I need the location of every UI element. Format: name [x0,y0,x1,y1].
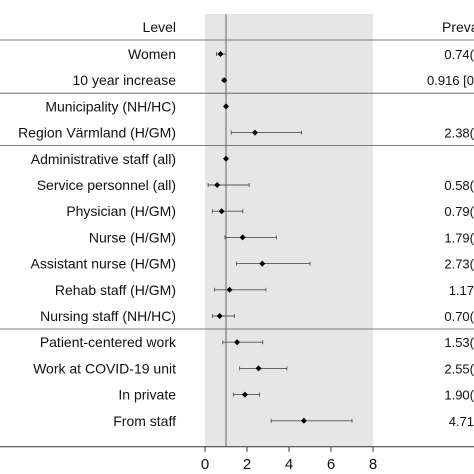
row-value: 1.53( [444,335,474,350]
row-label: Women [128,46,176,62]
forest-row: Service personnel (all) 0.58( [37,177,474,193]
header-level: Level [143,19,176,35]
estimate-point [255,365,262,372]
row-value: 0.79( [444,204,474,219]
row-label: Administrative staff (all) [31,151,176,167]
row-label: Assistant nurse (H/GM) [31,256,176,272]
row-value: 2.55( [444,361,474,376]
x-tick-label: 6 [327,456,335,473]
row-label: Region Värmland (H/GM) [18,125,176,141]
estimate-point [234,339,241,346]
rows: Women 0.74( 10 year increase 0.916 [0 Munici… [18,46,474,429]
forest-row: Region Värmland (H/GM) 2.38( [18,125,474,141]
estimate-point [223,103,229,110]
forest-row: Municipality (NH/HC) [45,98,229,114]
row-label: Physician (H/GM) [66,203,176,219]
forest-row: Nursing staff (NH/HC) 0.70( [40,308,474,324]
row-label: Service personnel (all) [37,177,176,193]
row-label: Municipality (NH/HC) [45,98,176,114]
estimate-point [259,260,266,267]
row-label: From staff [113,413,176,429]
forest-row: Assistant nurse (H/GM) 2.73( [31,256,474,272]
x-axis: 0 2 4 6 8 [0,446,474,473]
row-value: 2.38( [444,126,474,141]
row-value: 0.916 [0 [427,73,474,88]
x-tick-label: 0 [201,456,209,473]
estimate-point [218,208,225,215]
row-value: 0.74( [444,47,474,62]
estimate-point [300,417,307,424]
header-prevalence: Preva [442,19,474,35]
row-label: Patient-centered work [40,334,177,350]
row-value: 1.90( [444,388,474,403]
forest-row: Physician (H/GM) 0.79( [66,203,474,219]
row-value: 0.58( [444,178,474,193]
forest-row: Rehab staff (H/GM) 1.17 [55,282,474,298]
row-label: Nurse (H/GM) [89,229,176,245]
x-tick-label: 8 [369,456,377,473]
estimate-point [217,51,224,57]
row-label: Rehab staff (H/GM) [55,282,176,298]
estimate-point [251,129,258,136]
x-tick-label: 4 [285,456,293,473]
row-value: 1.17 [449,283,474,298]
row-label: Nursing staff (NH/HC) [40,308,176,324]
forest-row: Administrative staff (all) [31,151,229,167]
row-label: In private [118,387,176,403]
x-tick-label: 2 [243,456,251,473]
forest-row: Patient-centered work 1.53( [40,334,474,350]
estimate-point [241,391,248,398]
row-value: 2.73( [444,257,474,272]
forest-row: Nurse (H/GM) 1.79( [89,229,474,245]
row-label: Work at COVID-19 unit [33,360,176,376]
group-separators [0,39,474,330]
estimate-point [226,286,233,293]
forest-row: Work at COVID-19 unit 2.55( [33,360,474,376]
forest-row: In private 1.90( [118,387,474,403]
row-label: 10 year increase [72,72,176,88]
estimate-point [214,182,221,188]
estimate-point [223,155,229,162]
forest-row: From staff 4.71 [113,413,474,429]
estimate-point [216,313,223,319]
plot-shaded-region [205,14,373,447]
row-value: 1.79( [444,230,474,245]
estimate-point [239,234,246,241]
row-value: 4.71 [449,414,474,429]
estimate-point [221,77,228,84]
forest-row: 10 year increase 0.916 [0 [72,72,474,88]
forest-row: Women 0.74( [128,46,474,62]
row-value: 0.70( [444,309,474,324]
